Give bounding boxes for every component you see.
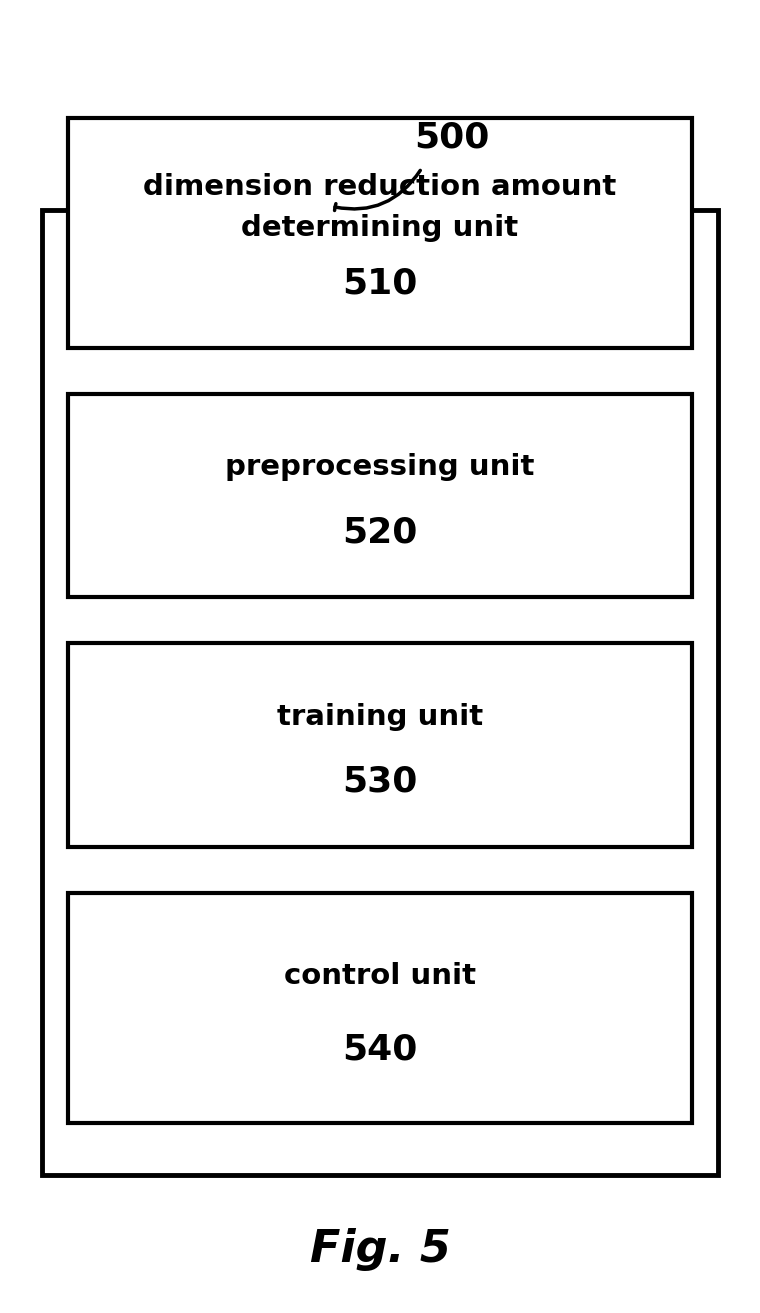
Text: 510: 510 [342,267,418,301]
Text: preprocessing unit: preprocessing unit [225,453,535,481]
Text: Fig. 5: Fig. 5 [309,1229,451,1271]
Text: 540: 540 [342,1032,418,1066]
FancyBboxPatch shape [68,893,692,1123]
Text: 530: 530 [342,764,418,798]
FancyBboxPatch shape [42,210,718,1175]
Text: 520: 520 [342,515,418,549]
FancyBboxPatch shape [68,394,692,597]
Text: training unit: training unit [277,702,483,730]
FancyBboxPatch shape [68,118,692,348]
Text: control unit: control unit [284,961,476,990]
Text: 500: 500 [414,121,490,155]
Text: dimension reduction amount: dimension reduction amount [144,173,616,201]
Text: determining unit: determining unit [242,214,518,243]
FancyBboxPatch shape [68,643,692,847]
